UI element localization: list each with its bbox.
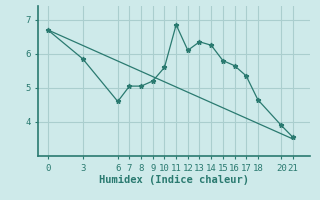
X-axis label: Humidex (Indice chaleur): Humidex (Indice chaleur) (100, 175, 249, 185)
